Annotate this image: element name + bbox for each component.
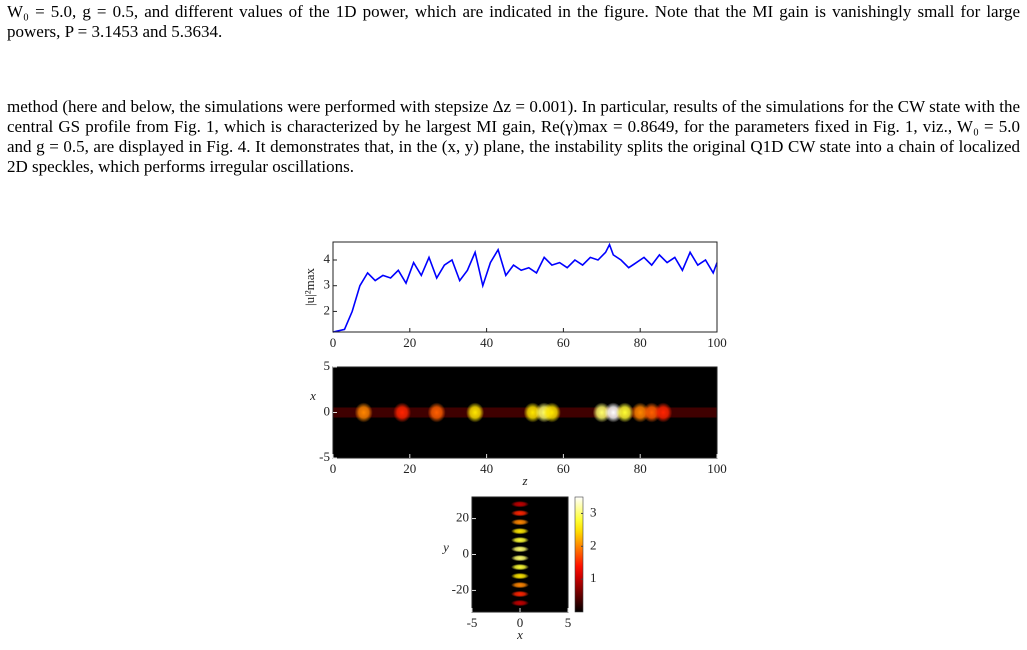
speckle	[511, 599, 529, 607]
speckle	[354, 402, 373, 423]
x-tick-label: 0	[330, 335, 337, 350]
speckle	[511, 545, 529, 553]
speckle	[393, 402, 412, 423]
y-tick-label: 0	[463, 545, 470, 560]
speckle	[511, 590, 529, 598]
speckle	[511, 509, 529, 517]
x-tick-label: 5	[565, 615, 572, 630]
colorbar-tick-label: 2	[590, 537, 597, 552]
plot-area	[333, 242, 717, 332]
x-tick-label: 60	[557, 335, 570, 350]
speckle	[542, 402, 561, 423]
x-tick-label: 60	[557, 461, 570, 476]
x-tick-label: 0	[330, 461, 337, 476]
speckle	[654, 402, 673, 423]
colorbar	[574, 496, 584, 613]
y-axis-label: x	[309, 388, 316, 403]
colorbar-tick-label: 1	[590, 570, 597, 585]
x-axis-label: z	[521, 473, 527, 488]
x-tick-label: 80	[634, 461, 647, 476]
speckle	[511, 572, 529, 580]
x-tick-label: 20	[403, 335, 416, 350]
speckle	[466, 402, 485, 423]
y-axis-label: y	[441, 539, 449, 554]
y-axis-label: |u|²max	[302, 268, 317, 306]
y-tick-label: 3	[324, 277, 331, 292]
speckle	[615, 402, 634, 423]
y-tick-label: 2	[324, 302, 331, 317]
y-tick-label: -5	[319, 449, 330, 464]
y-tick-label: 4	[324, 251, 331, 266]
y-tick-label: 20	[456, 510, 469, 525]
data-line	[332, 242, 718, 333]
y-tick-label: 5	[324, 358, 331, 373]
speckle	[511, 563, 529, 571]
x-tick-label: -5	[467, 615, 478, 630]
x-tick-label: 0	[517, 615, 524, 630]
x-tick-label: 100	[707, 335, 727, 350]
speckle	[511, 527, 529, 535]
speckle	[511, 500, 529, 508]
colorbar-tick-label: 3	[590, 504, 597, 519]
paragraph: method (here and below, the simulations …	[7, 97, 1020, 176]
x-tick-label: 20	[403, 461, 416, 476]
speckle	[511, 554, 529, 562]
speckle	[427, 402, 446, 423]
x-tick-label: 40	[480, 335, 493, 350]
x-tick-label: 40	[480, 461, 493, 476]
y-tick-label: 0	[324, 403, 331, 418]
y-tick-label: -20	[452, 581, 469, 596]
speckle	[511, 518, 529, 526]
axes-frame	[332, 241, 718, 333]
speckle	[511, 536, 529, 544]
x-tick-label: 80	[634, 335, 647, 350]
speckle	[511, 581, 529, 589]
paragraph: W₀ = 5.0, g = 0.5, and different values …	[7, 2, 1020, 41]
x-axis-label: x	[516, 627, 523, 642]
x-tick-label: 100	[707, 461, 727, 476]
